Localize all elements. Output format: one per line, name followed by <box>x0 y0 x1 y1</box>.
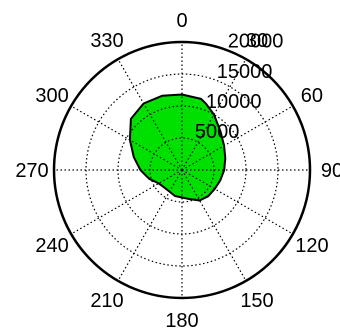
angular-grid-line <box>70 105 183 171</box>
radius-tick-label: 5000 <box>195 121 240 143</box>
angle-tick-label: 210 <box>90 290 123 312</box>
angular-grid-line <box>181 58 247 171</box>
angular-grid-line <box>181 105 294 171</box>
angle-tick-label: 60 <box>301 85 323 107</box>
angular-grid-line <box>117 169 183 282</box>
angular-grid-line <box>70 169 183 235</box>
angle-tick-label: 240 <box>35 235 68 257</box>
angle-tick-label: 270 <box>15 160 48 182</box>
radius-tick-label: 15000 <box>217 61 273 83</box>
radius-tick-label: 20000 <box>228 31 284 53</box>
angle-tick-label: 150 <box>240 290 273 312</box>
angle-tick-label: 180 <box>165 310 198 329</box>
outer-circle <box>52 40 312 300</box>
angle-tick-label: 300 <box>35 85 68 107</box>
angular-grid-line <box>117 58 183 171</box>
angle-tick-label: 30 <box>246 30 268 52</box>
angle-tick-label: 90 <box>321 160 340 182</box>
angle-tick-label: 0 <box>176 10 187 32</box>
angle-tick-label: 330 <box>90 30 123 52</box>
angular-grid-line <box>181 169 247 282</box>
radius-tick-label: 10000 <box>206 91 262 113</box>
angle-tick-label: 120 <box>295 235 328 257</box>
angular-grid-line <box>181 169 294 235</box>
